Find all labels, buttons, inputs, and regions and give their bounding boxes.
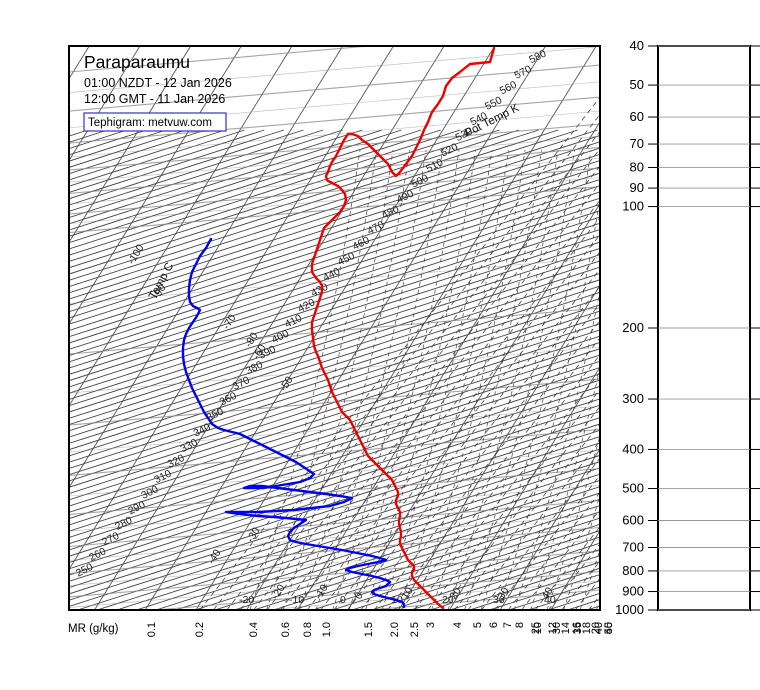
mixing-ratio-tick-label: 50	[603, 622, 615, 634]
temperature-tick-label: 40	[544, 594, 556, 606]
pressure-tick-label: 100	[622, 199, 644, 214]
temperature-tick-label: 30	[493, 594, 505, 606]
dewpoint-curve	[181, 237, 406, 609]
mixing-ratio-tick-label: 0.1	[146, 622, 158, 637]
pressure-tick-label: 50	[630, 77, 644, 92]
pressure-tick-label: 700	[622, 540, 644, 555]
mixing-ratio-tick-label: 1.5	[363, 622, 375, 637]
source-label: Tephigram: metvuw.com	[88, 117, 212, 129]
plot-frame	[68, 45, 601, 611]
isotherm-label: 0	[352, 590, 365, 601]
pressure-tick-label: 900	[622, 584, 644, 599]
mr-axis-label: MR (g/kg)	[68, 623, 119, 635]
mixing-ratio-axis: 0.1 0.2 0.4 0.6 0.8 1.0 1.5 2.0 2.5 3 4 5 6 7 8 10 12 14 1…	[146, 622, 615, 637]
mixing-ratio-tick-label: 3	[425, 622, 437, 628]
temperature-tick-label: 0	[340, 594, 346, 606]
tephigram-grid	[69, 46, 600, 610]
pressure-tick-label: 1000	[615, 602, 644, 617]
isotherm-label: 40	[539, 585, 555, 601]
title-block: Paraparaumu 01:00 NZDT - 12 Jan 2026 12:…	[83, 52, 232, 132]
pressure-tick-label: 200	[622, 320, 644, 335]
sounding-curves	[181, 46, 496, 610]
mixing-ratio-tick-label: 0.4	[248, 622, 260, 637]
temperature-tick-label: -20	[239, 594, 254, 606]
pressure-tick-label: 70	[630, 136, 644, 151]
pressure-tick-label: 40	[630, 38, 644, 53]
mixing-ratio-tick-label: 30	[551, 622, 563, 634]
pressure-tick-label: 90	[630, 180, 644, 195]
mixing-ratio-tick-label: 4	[452, 622, 464, 628]
mixing-ratio-tick-label: 0.2	[194, 622, 206, 637]
local-time: 01:00 NZDT - 12 Jan 2026	[84, 76, 232, 90]
mixing-ratio-tick-label: 20	[590, 622, 602, 634]
mixing-ratio-tick-label: 6	[488, 622, 500, 628]
pressure-tick-label: 300	[622, 391, 644, 406]
mixing-ratio-tick-label: 14	[560, 622, 572, 634]
pressure-tick-group: 40 50 60 70 80 90 100 200 300 400 500 600 700 800 900 1…	[615, 38, 760, 617]
mixing-ratio-tick-label: 2.0	[389, 622, 401, 637]
pressure-panel: 40 50 60 70 80 90 100 200 300 400 500 600 700 800 900 1…	[615, 38, 760, 617]
mixing-ratio-tick-label: 25	[530, 622, 542, 634]
pressure-tick-label: 800	[622, 563, 644, 578]
mixing-ratio-tick-label: 18	[581, 622, 593, 634]
temperature-tick-label: -10	[289, 594, 304, 606]
pressure-tick-label: 400	[622, 441, 644, 456]
isotherm-label: 10	[399, 585, 415, 601]
mixing-ratio-tick-label: 5	[472, 622, 484, 628]
pressure-tick-label: 500	[622, 481, 644, 496]
mixing-ratio-tick-label: 40	[593, 622, 605, 634]
mixing-ratio-tick-label: 45	[603, 622, 615, 634]
mixing-ratio-tick-label: 35	[572, 622, 584, 634]
temperature-tick-label: 20	[442, 594, 454, 606]
isotherm-label: 30	[495, 585, 511, 601]
pressure-tick-label: 80	[630, 159, 644, 174]
mixing-ratio-tick-label: 2.5	[409, 622, 421, 637]
source-box[interactable]	[83, 112, 227, 132]
gmt-time: 12:00 GMT - 11 Jan 2026	[84, 92, 225, 106]
mixing-ratio-tick-label: 0.6	[280, 622, 292, 637]
mixing-ratio-tick-label: 0.8	[302, 622, 314, 637]
pressure-tick-label: 600	[622, 512, 644, 527]
mixing-ratio-tick-label: 1.0	[321, 622, 333, 637]
mixing-ratio-tick-label: 12	[547, 622, 559, 634]
mixing-ratio-tick-label: 8	[514, 622, 526, 628]
mixing-ratio-tick-label: 16	[571, 622, 583, 634]
pressure-tick-label: 60	[630, 109, 644, 124]
temperature-curve	[310, 46, 496, 610]
mixing-ratio-tick-label: 10	[532, 622, 544, 634]
station-name: Paraparaumu	[84, 52, 190, 72]
mixing-ratio-tick-label: 7	[502, 622, 514, 628]
isotherm-label: 20	[447, 585, 463, 601]
